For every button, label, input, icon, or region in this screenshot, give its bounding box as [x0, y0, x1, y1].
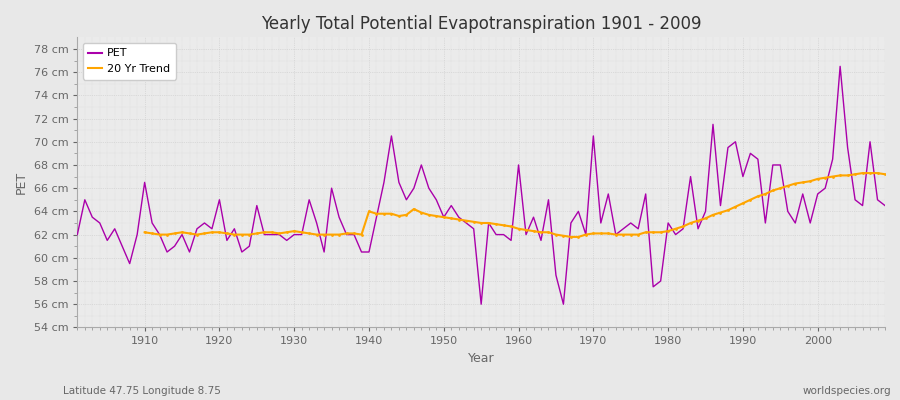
Legend: PET, 20 Yr Trend: PET, 20 Yr Trend [83, 43, 176, 80]
X-axis label: Year: Year [468, 352, 494, 365]
Text: worldspecies.org: worldspecies.org [803, 386, 891, 396]
Text: Latitude 47.75 Longitude 8.75: Latitude 47.75 Longitude 8.75 [63, 386, 220, 396]
Title: Yearly Total Potential Evapotranspiration 1901 - 2009: Yearly Total Potential Evapotranspiratio… [261, 15, 701, 33]
Y-axis label: PET: PET [15, 171, 28, 194]
